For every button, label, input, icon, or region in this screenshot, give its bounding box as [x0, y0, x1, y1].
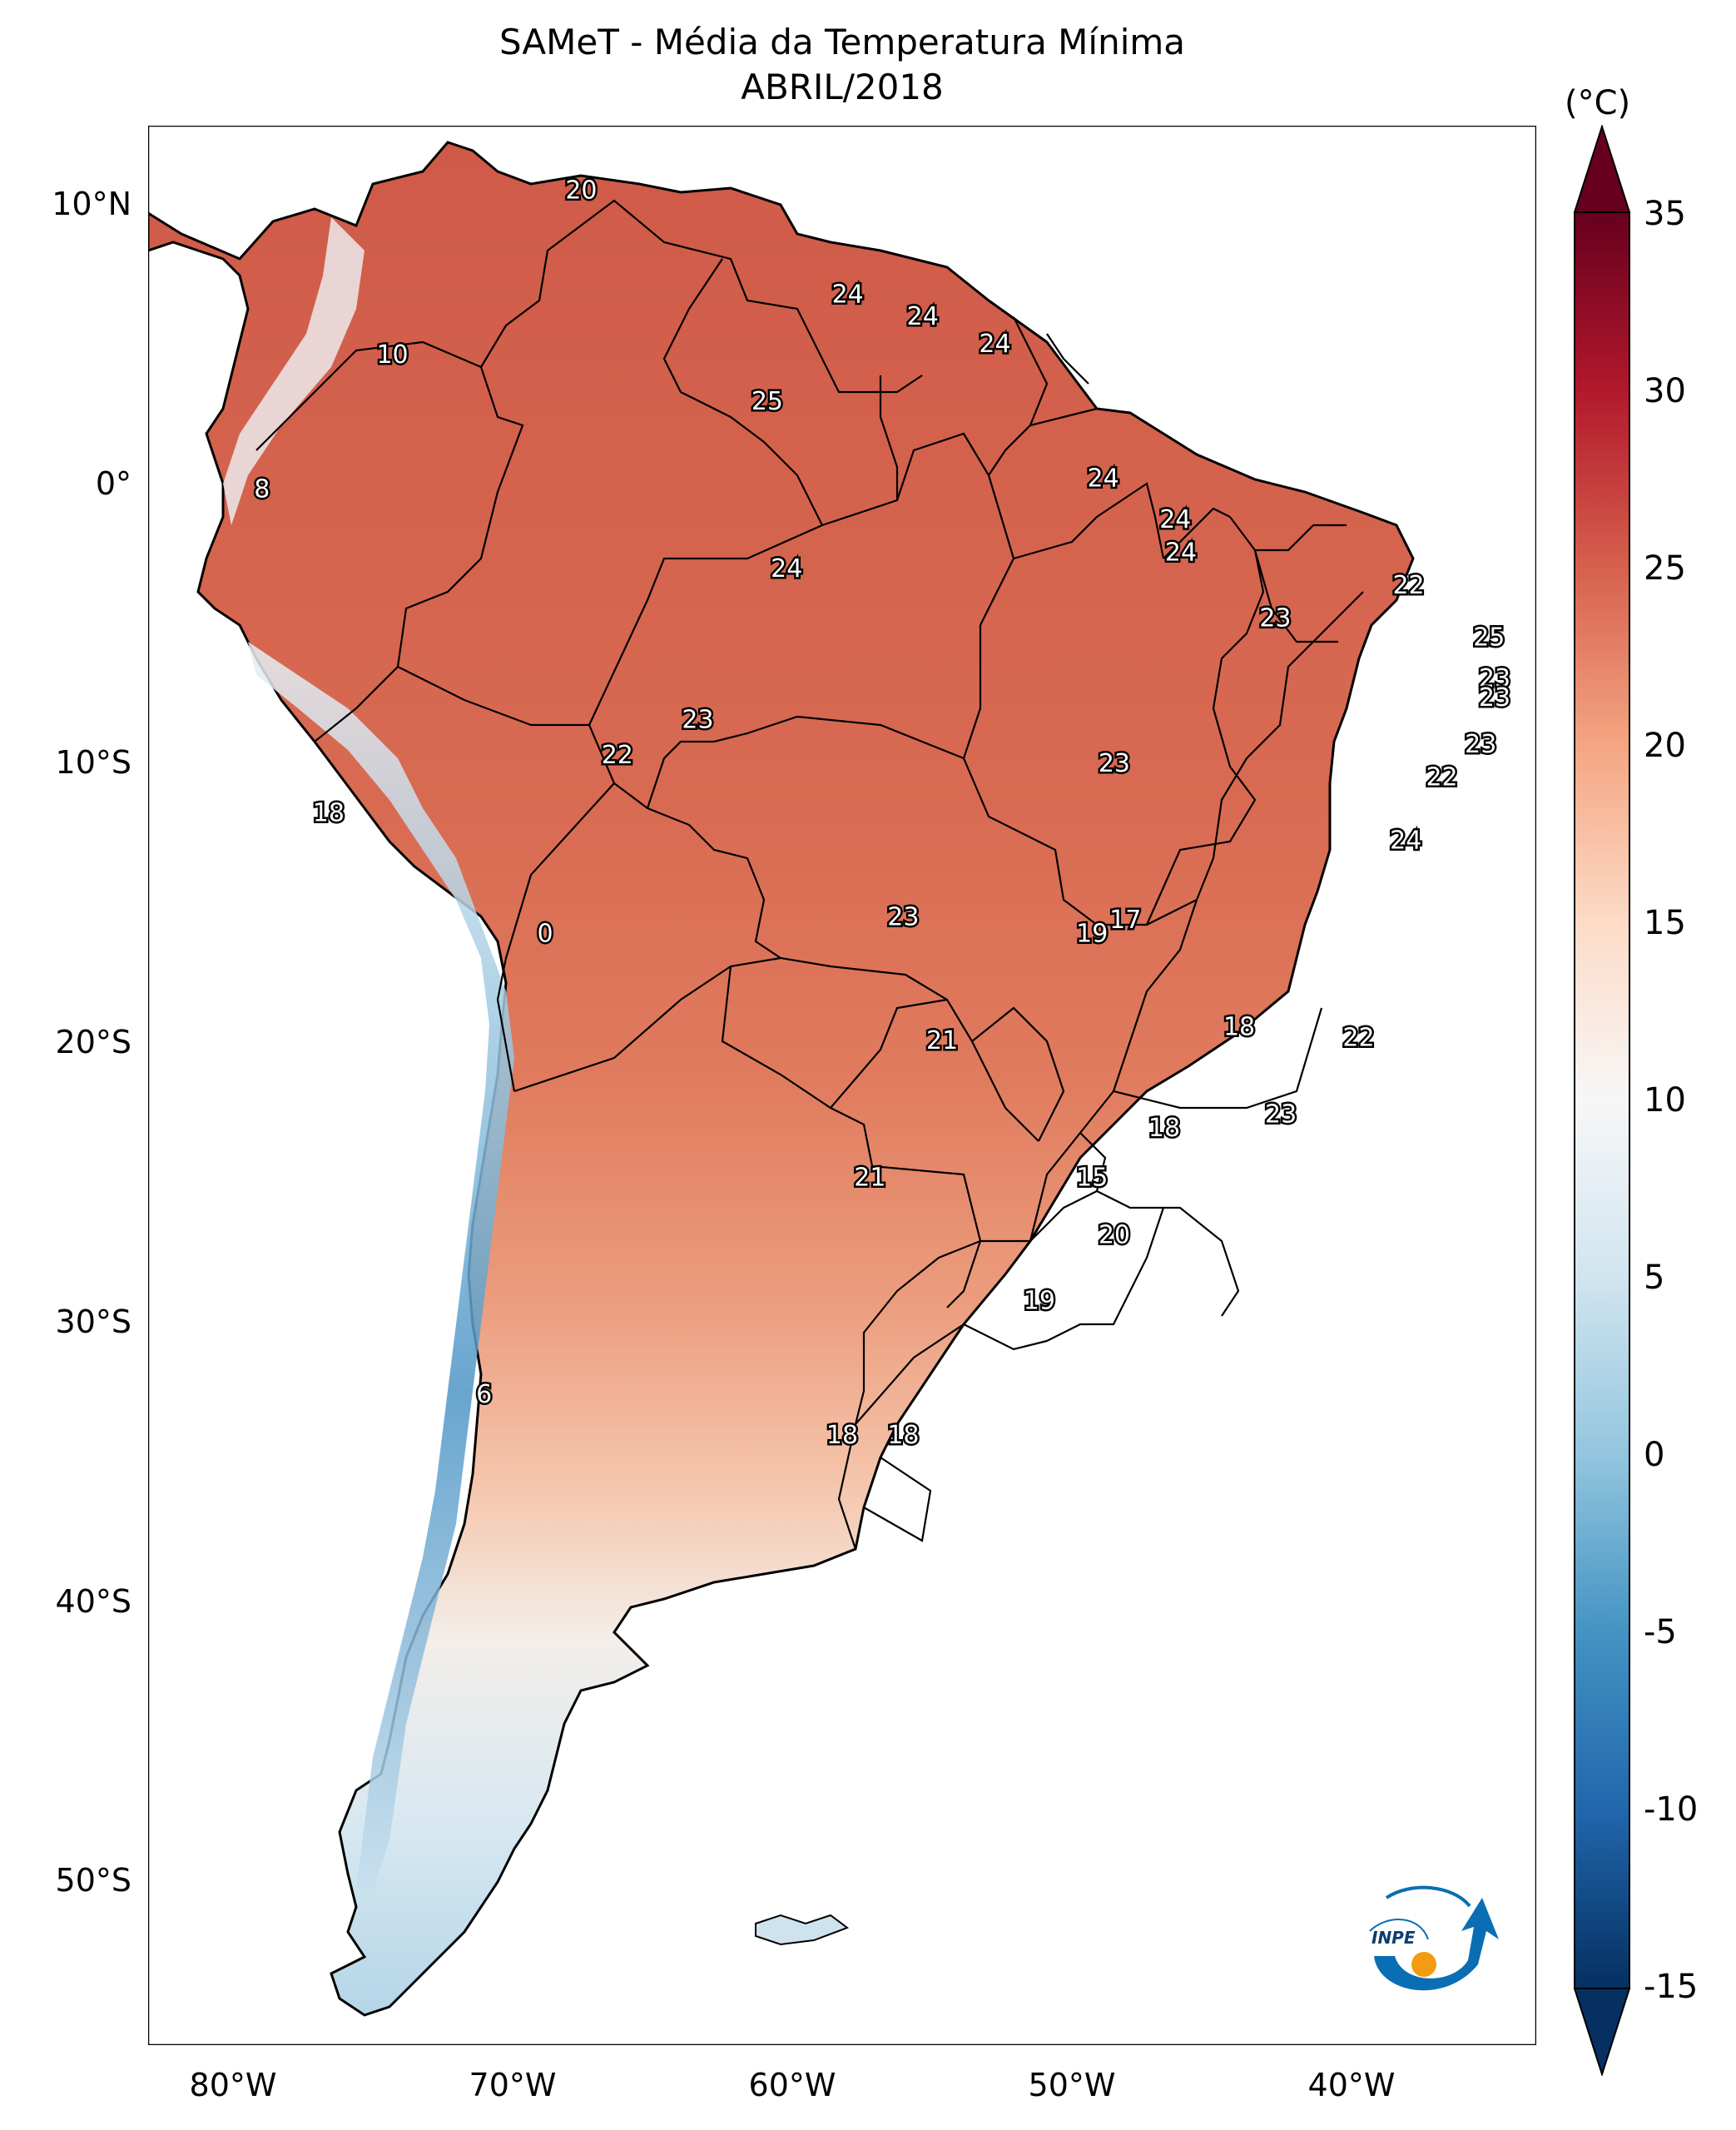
lat-tick-label: 50°S	[55, 1862, 131, 1899]
contour-label: 23	[1465, 730, 1496, 759]
contour-label: 18	[1223, 1012, 1255, 1041]
lat-tick-label: 30°S	[55, 1303, 131, 1340]
colorbar-tick-label: 20	[1644, 727, 1686, 765]
contour-label: 25	[1473, 623, 1505, 653]
contour-label: 22	[1426, 763, 1457, 792]
contour-label: 24	[1087, 464, 1118, 493]
colorbar-tick-label: 15	[1644, 904, 1686, 942]
contour-label: 24	[1159, 505, 1191, 534]
contour-label: 17	[1109, 906, 1141, 935]
svg-text:INPE: INPE	[1371, 1928, 1416, 1948]
contour-label: 23	[1479, 683, 1510, 712]
contour-label: 24	[1390, 826, 1421, 855]
colorbar-tick-label: 35	[1644, 195, 1686, 233]
colorbar-tick-label: -15	[1644, 1968, 1699, 2006]
lat-tick-label: 0°	[95, 465, 131, 502]
contour-label: 19	[1024, 1287, 1055, 1316]
contour-label: 25	[751, 387, 783, 416]
colorbar-extend-bottom	[1573, 1988, 1631, 2076]
contour-label: 23	[1259, 603, 1291, 633]
contour-label: 23	[1265, 1100, 1297, 1130]
contour-label: 24	[1165, 538, 1197, 567]
south-america-landmass	[148, 141, 1415, 2017]
lon-tick-label: 50°W	[1028, 2067, 1116, 2103]
contour-label: 15	[1076, 1164, 1108, 1193]
contour-label: 18	[887, 1421, 919, 1450]
contour-label: 10	[376, 340, 408, 370]
contour-label: 22	[1342, 1023, 1374, 1052]
lat-tick-label: 40°S	[55, 1583, 131, 1620]
contour-label: 20	[565, 176, 597, 206]
contour-label: 8	[254, 475, 270, 504]
colorbar-tick-label: 10	[1644, 1081, 1686, 1120]
lon-tick-label: 40°W	[1307, 2067, 1396, 2103]
contour-label: 21	[854, 1164, 885, 1193]
colorbar-tick-label: 5	[1644, 1259, 1665, 1297]
contour-label: 18	[826, 1421, 858, 1450]
contour-label: 23	[682, 705, 713, 734]
contour-label: 23	[887, 903, 919, 932]
contour-label: 22	[1392, 571, 1424, 600]
contour-label: 24	[832, 281, 864, 310]
lat-tick-label: 20°S	[55, 1024, 131, 1060]
contour-label: 18	[1148, 1114, 1180, 1143]
contour-label: 23	[1479, 664, 1510, 693]
contour-label: 18	[313, 798, 345, 827]
country-borders	[255, 199, 1364, 1550]
colorbar-unit: (°C)	[1565, 84, 1631, 122]
lat-tick-label: 10°S	[55, 744, 131, 781]
lon-tick-label: 70°W	[469, 2067, 557, 2103]
colorbar-tick-label: 25	[1644, 549, 1686, 588]
contour-label: 24	[979, 330, 1010, 359]
map-subtitle: ABRIL/2018	[741, 67, 944, 107]
contour-label: 21	[926, 1026, 958, 1055]
contour-label: 23	[1099, 749, 1130, 778]
contour-label: 22	[602, 741, 633, 770]
colorbar	[1573, 125, 1631, 2076]
lon-tick-label: 60°W	[748, 2067, 836, 2103]
colorbar-ramp	[1574, 211, 1630, 1989]
falkland-islands	[755, 1914, 850, 1946]
lon-tick-label: 80°W	[189, 2067, 277, 2103]
contour-label: 19	[1076, 919, 1108, 948]
contour-label: 0	[538, 919, 553, 948]
contour-label: 6	[476, 1380, 492, 1409]
inpe-logo: INPE	[1369, 1885, 1499, 1991]
lat-tick-label: 10°N	[52, 186, 131, 222]
colorbar-extend-top	[1573, 125, 1631, 213]
colorbar-tick-label: -5	[1644, 1613, 1677, 1651]
colorbar-tick-label: -10	[1644, 1790, 1699, 1829]
map-title: SAMeT - Média da Temperatura Mínima	[498, 22, 1186, 62]
contour-label: 24	[771, 554, 802, 583]
contour-label: 20	[1099, 1221, 1130, 1250]
contour-label: 24	[907, 302, 939, 331]
colorbar-tick-label: 0	[1644, 1436, 1665, 1474]
colorbar-tick-label: 30	[1644, 372, 1686, 410]
